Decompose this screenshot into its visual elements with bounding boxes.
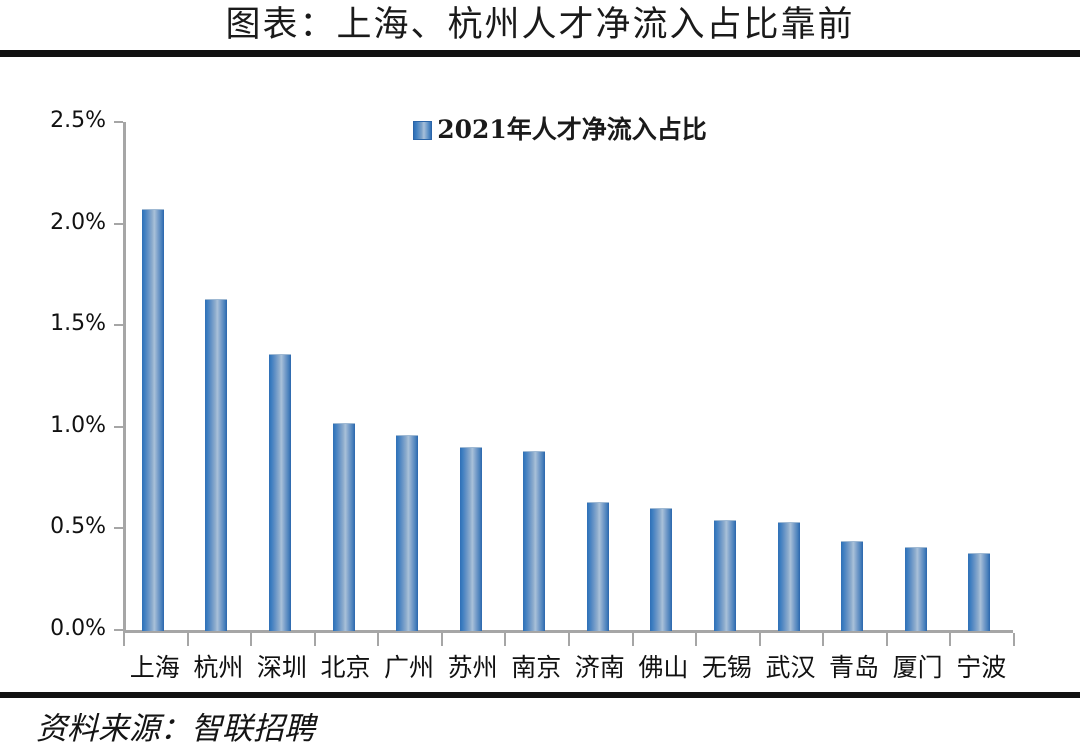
x-axis-tick xyxy=(440,633,443,646)
x-axis-tick xyxy=(313,633,316,646)
x-axis-tick xyxy=(758,633,761,646)
legend-entry[interactable]: 2021年人才净流入占比 xyxy=(413,110,707,146)
y-axis-label: 1.5% xyxy=(50,311,106,337)
x-axis-label: 青岛 xyxy=(829,653,880,682)
bar[interactable] xyxy=(586,501,609,631)
x-axis-label: 广州 xyxy=(384,653,435,682)
x-axis-label: 南京 xyxy=(511,653,562,682)
y-axis-label: 0.0% xyxy=(50,616,106,641)
y-axis-tick xyxy=(114,222,123,225)
y-axis-tick xyxy=(114,425,123,428)
footer-divider xyxy=(0,692,1080,698)
y-axis-tick xyxy=(114,121,123,123)
bar[interactable] xyxy=(268,353,291,631)
bar-chart: 2021年人才净流入占比 0.0% 0.5% 1.0% 1.5% 2.0% 2.5% 上海… xyxy=(0,57,1080,690)
x-axis-tick xyxy=(377,633,380,646)
x-axis-tick xyxy=(949,633,952,646)
x-axis-tick xyxy=(885,633,888,646)
x-axis-tick xyxy=(631,633,634,646)
bar[interactable] xyxy=(332,422,355,631)
y-axis-line xyxy=(123,122,126,633)
x-axis-label: 宁波 xyxy=(956,653,1007,682)
y-axis-label: 0.5% xyxy=(50,514,106,540)
x-axis-label: 济南 xyxy=(574,653,625,682)
legend-label: 2021年人才净流入占比 xyxy=(437,115,707,144)
y-axis-tick xyxy=(114,629,123,631)
x-axis-label: 武汉 xyxy=(765,653,816,682)
x-axis-label: 佛山 xyxy=(638,653,689,682)
page-title: 图表：上海、杭州人才净流入占比靠前 xyxy=(225,5,855,45)
x-axis-label: 北京 xyxy=(320,653,371,682)
bar[interactable] xyxy=(713,520,736,631)
x-axis-tick xyxy=(822,633,825,646)
x-axis-label: 苏州 xyxy=(447,653,498,682)
bar[interactable] xyxy=(904,546,927,631)
chart-legend: 2021年人才净流入占比 xyxy=(0,110,1080,146)
source-note: 资料来源：智联招聘 xyxy=(36,711,315,747)
x-axis-line xyxy=(123,630,1013,633)
x-axis-label: 无锡 xyxy=(701,653,752,682)
bar[interactable] xyxy=(841,540,864,631)
x-axis-tick xyxy=(250,633,253,646)
x-axis-tick xyxy=(568,633,570,646)
x-axis-tick xyxy=(123,633,125,646)
x-axis-tick xyxy=(1013,633,1015,646)
bar[interactable] xyxy=(141,209,164,631)
title-block: 图表：上海、杭州人才净流入占比靠前 xyxy=(0,0,1080,57)
x-axis-label: 上海 xyxy=(129,653,180,682)
y-axis-tick xyxy=(114,324,123,327)
title-divider xyxy=(0,50,1080,57)
bar[interactable] xyxy=(396,434,419,631)
bar[interactable] xyxy=(459,447,482,631)
x-axis-label: 厦门 xyxy=(892,653,943,682)
bar[interactable] xyxy=(205,298,228,631)
bar[interactable] xyxy=(777,522,800,631)
y-axis-label: 2.5% xyxy=(50,108,106,133)
bar[interactable] xyxy=(968,552,991,631)
x-axis-tick xyxy=(186,633,189,646)
y-axis-tick xyxy=(114,527,123,530)
x-axis-label: 杭州 xyxy=(193,653,244,682)
y-axis-label: 2.0% xyxy=(50,209,106,235)
bar[interactable] xyxy=(650,508,673,631)
legend-swatch-icon xyxy=(413,121,433,140)
x-axis-tick xyxy=(695,633,698,646)
x-axis-label: 深圳 xyxy=(256,653,307,682)
bar[interactable] xyxy=(523,451,546,631)
x-axis-tick xyxy=(504,633,507,646)
y-axis-label: 1.0% xyxy=(50,412,106,438)
